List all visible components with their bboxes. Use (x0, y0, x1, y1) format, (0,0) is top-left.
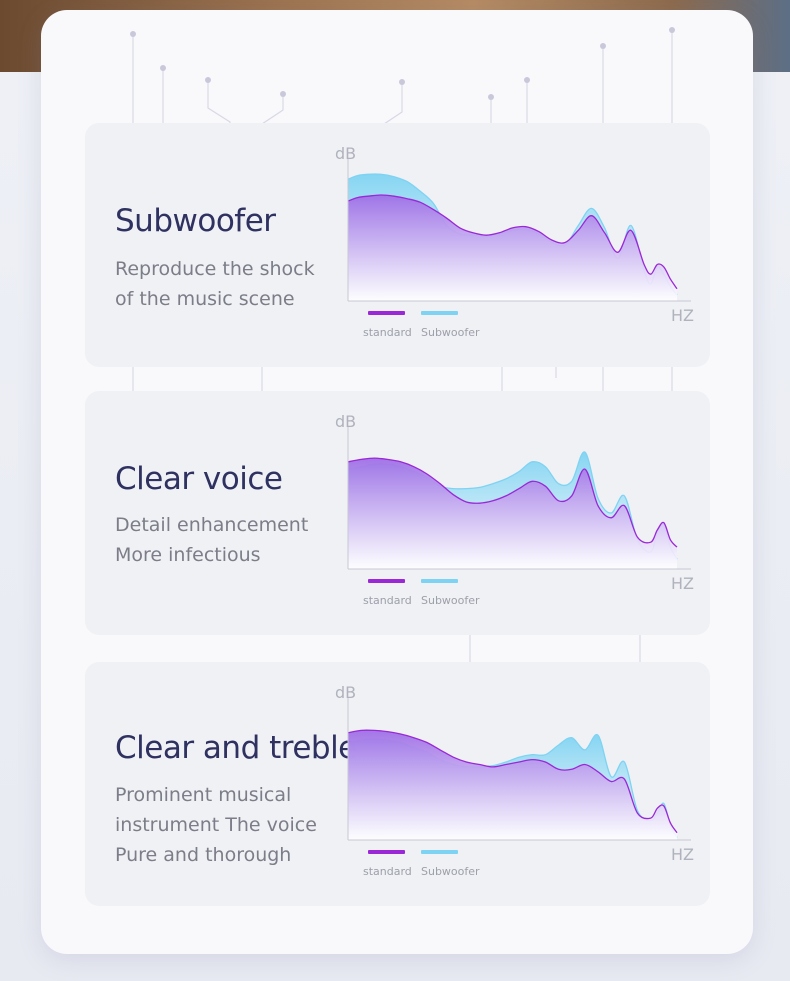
series-area-standard (348, 730, 677, 840)
legend-label-standard: standard (363, 594, 412, 607)
panel-clear-voice: Clear voice Detail enhancement More infe… (85, 391, 710, 635)
x-axis-label: HZ (671, 574, 694, 593)
desc-line: Prominent musical (115, 784, 292, 806)
panel-clear-treble: Clear and treble Prominent musical instr… (85, 662, 710, 906)
legend-swatch-subwoofer (421, 850, 458, 854)
series-area-standard (348, 195, 677, 301)
legend-swatch-standard (368, 311, 405, 315)
y-axis-label: dB (335, 412, 356, 431)
panel-description: Prominent musical instrument The voice P… (115, 780, 330, 870)
x-axis-label: HZ (671, 845, 694, 864)
legend-label-subwoofer: Subwoofer (421, 326, 480, 339)
legend-label-subwoofer: Subwoofer (421, 594, 480, 607)
x-axis-label: HZ (671, 306, 694, 325)
desc-line: Pure and thorough (115, 844, 292, 866)
legend-swatch-subwoofer (421, 311, 458, 315)
desc-line: More infectious (115, 544, 261, 566)
desc-line: Detail enhancement (115, 514, 309, 536)
legend-swatch-subwoofer (421, 579, 458, 583)
frequency-chart: dB HZ standard Subwoofer (335, 144, 694, 339)
legend-swatch-standard (368, 579, 405, 583)
desc-line: Reproduce the shock (115, 258, 315, 280)
panel-description: Detail enhancement More infectious (115, 510, 330, 570)
frequency-chart: dB HZ standard Subwoofer (335, 683, 694, 878)
desc-line: of the music scene (115, 288, 295, 310)
series-line-standard (347, 457, 678, 548)
legend-swatch-standard (368, 850, 405, 854)
y-axis-label: dB (335, 683, 356, 702)
panel-description: Reproduce the shock of the music scene (115, 254, 330, 314)
legend-label-standard: standard (363, 326, 412, 339)
series-area-standard (348, 458, 677, 569)
desc-line: instrument The voice (115, 814, 317, 836)
panel-title: Clear voice (115, 461, 283, 497)
panel-title: Clear and treble (115, 730, 357, 766)
series-line-standard (347, 729, 678, 834)
legend-label-subwoofer: Subwoofer (421, 865, 480, 878)
legend-label-standard: standard (363, 865, 412, 878)
series-line-standard (347, 194, 678, 290)
panel-title: Subwoofer (115, 203, 276, 239)
y-axis-label: dB (335, 144, 356, 163)
panel-subwoofer: Subwoofer Reproduce the shock of the mus… (85, 123, 710, 367)
frequency-chart: dB HZ standard Subwoofer (335, 412, 694, 607)
